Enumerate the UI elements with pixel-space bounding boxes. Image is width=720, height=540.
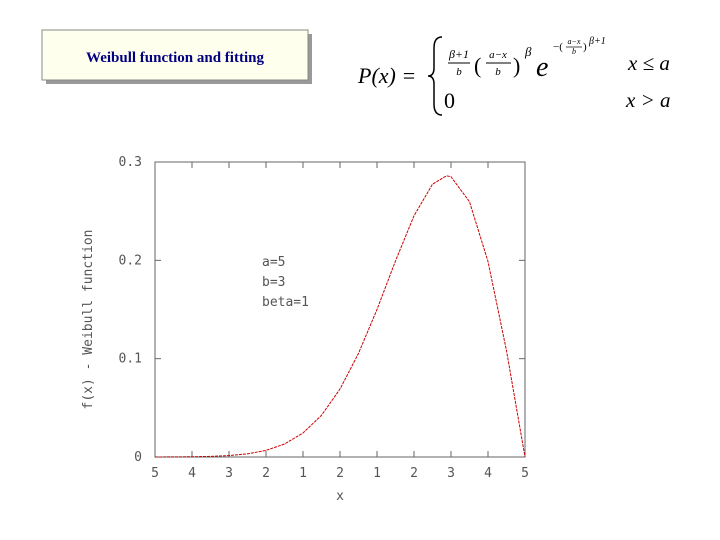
title-box <box>41 29 309 81</box>
case: 0 <box>444 88 455 113</box>
x-axis-label: x <box>336 489 344 504</box>
base: e <box>536 52 548 83</box>
x-tick-label: 1 <box>373 466 381 481</box>
exp-close: ) <box>583 41 587 53</box>
power: β <box>524 44 532 59</box>
paren: ) <box>513 53 520 78</box>
annotation: beta=1 <box>262 295 309 310</box>
line-series <box>154 175 526 458</box>
x-tick-label: 4 <box>484 466 492 481</box>
x-tick-label: 3 <box>225 466 233 481</box>
condition: x ≤ a <box>627 51 670 75</box>
x-tick-label: 2 <box>336 466 344 481</box>
y-tick-label: 0.3 <box>119 155 142 170</box>
y-axis-label: f(x) - Weibull function <box>81 229 96 409</box>
y-tick-label: 0.2 <box>119 253 142 268</box>
frac-num: β+1 <box>448 47 469 61</box>
formula: P(x) = β+1 b ( a−x b ) β e −( a−x b ) β+… <box>357 36 671 116</box>
x-tick-label: 4 <box>188 466 196 481</box>
condition: x > a <box>625 88 671 112</box>
exp-den: b <box>572 47 576 56</box>
formula-lhs: P(x) = <box>357 63 416 88</box>
y-tick-label: 0.1 <box>119 352 142 367</box>
exp-sign: −( <box>553 41 563 53</box>
exp-num: a−x <box>568 37 581 46</box>
x-tick-label: 2 <box>262 466 270 481</box>
annotation: b=3 <box>262 275 285 290</box>
y-tick-label: 0 <box>134 450 142 465</box>
paren: ( <box>474 53 481 78</box>
x-tick-label: 1 <box>299 466 307 481</box>
frac-num: a−x <box>489 49 507 61</box>
title: Weibull function and fitting <box>86 50 264 66</box>
exp-power: β+1 <box>588 36 606 47</box>
annotation: a=5 <box>262 255 285 270</box>
x-tick-label: 5 <box>521 466 529 481</box>
brace <box>427 36 443 116</box>
x-tick-label: 2 <box>410 466 418 481</box>
frac-den: b <box>456 66 462 78</box>
x-tick-label: 3 <box>447 466 455 481</box>
plot-frame <box>154 161 526 458</box>
x-tick-label: 5 <box>151 466 159 481</box>
frac-den: b <box>495 66 501 78</box>
